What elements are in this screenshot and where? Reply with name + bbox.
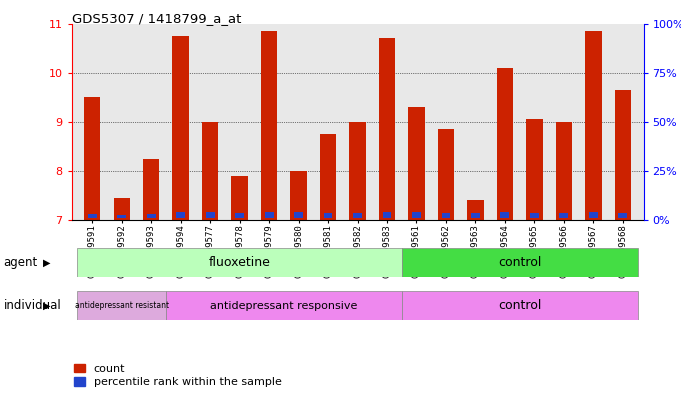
Bar	[146, 214, 155, 218]
Text: ▶: ▶	[43, 257, 50, 267]
Bar	[560, 213, 569, 218]
Bar	[526, 119, 543, 220]
Bar	[143, 159, 159, 220]
Legend: count, percentile rank within the sample: count, percentile rank within the sample	[74, 364, 281, 387]
Bar	[206, 212, 215, 218]
Bar	[172, 36, 189, 220]
Text: GDS5307 / 1418799_a_at: GDS5307 / 1418799_a_at	[72, 12, 241, 25]
Bar	[202, 122, 218, 220]
Bar	[409, 107, 425, 220]
Bar	[166, 291, 402, 320]
Bar	[402, 291, 637, 320]
Bar	[261, 31, 277, 220]
Bar	[84, 97, 100, 220]
Bar	[530, 213, 539, 218]
Text: individual: individual	[3, 299, 61, 312]
Bar	[323, 213, 332, 218]
Bar	[412, 212, 421, 218]
Bar	[114, 198, 130, 220]
Bar	[117, 215, 126, 218]
Bar	[383, 212, 392, 218]
Bar	[294, 212, 303, 218]
Bar	[467, 200, 484, 220]
Bar	[78, 248, 402, 277]
Bar	[78, 291, 166, 320]
Bar	[265, 212, 274, 218]
Text: antidepressant resistant: antidepressant resistant	[75, 301, 169, 310]
Bar	[589, 212, 598, 218]
Bar	[618, 213, 627, 218]
Text: control: control	[498, 256, 541, 269]
Bar	[320, 134, 336, 220]
Bar	[353, 213, 362, 218]
Bar	[585, 31, 601, 220]
Bar	[379, 39, 395, 220]
Bar	[232, 176, 248, 220]
Bar	[88, 214, 97, 218]
Bar	[615, 90, 631, 220]
Text: fluoxetine: fluoxetine	[208, 256, 270, 269]
Text: antidepressant responsive: antidepressant responsive	[210, 301, 358, 310]
Bar	[501, 212, 509, 218]
Bar	[556, 122, 572, 220]
Bar	[402, 248, 637, 277]
Text: agent: agent	[3, 256, 37, 269]
Bar	[438, 129, 454, 220]
Text: ▶: ▶	[43, 301, 50, 310]
Bar	[290, 171, 306, 220]
Bar	[349, 122, 366, 220]
Bar	[471, 213, 480, 218]
Bar	[235, 213, 244, 218]
Text: control: control	[498, 299, 541, 312]
Bar	[497, 68, 513, 220]
Bar	[441, 213, 450, 218]
Bar	[176, 212, 185, 218]
